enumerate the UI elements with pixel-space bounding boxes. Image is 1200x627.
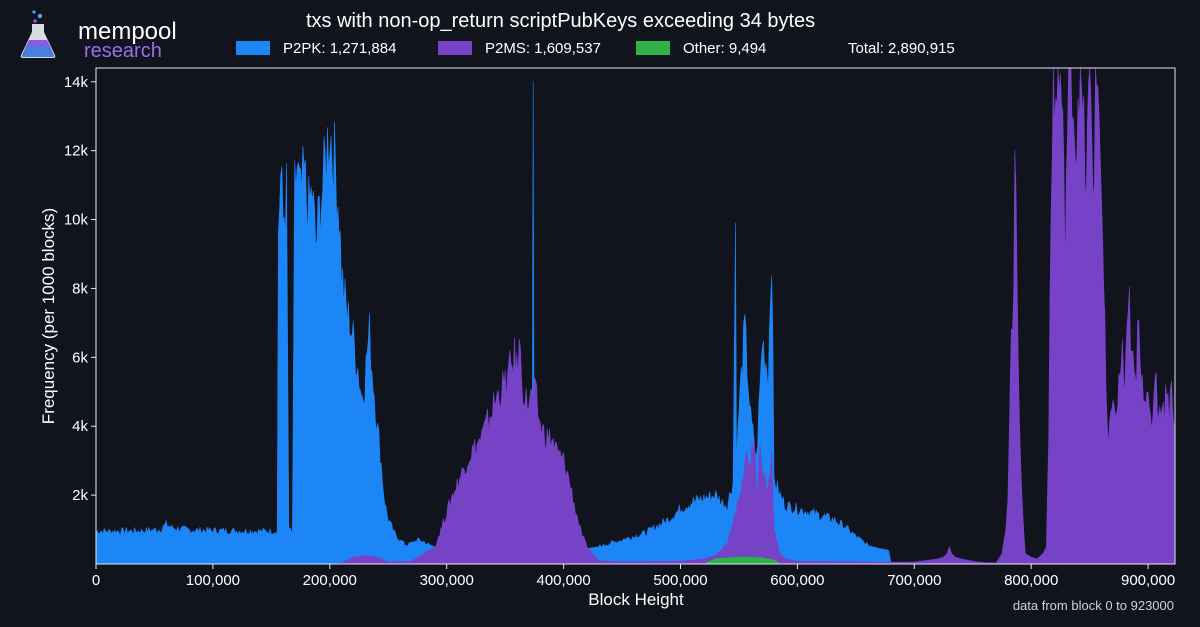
legend-swatch-p2pk [236, 41, 270, 55]
legend-label-p2pk: P2PK: 1,271,884 [283, 40, 397, 57]
x-tick-label: 600,000 [770, 572, 824, 589]
legend-swatch-p2ms [438, 41, 472, 55]
brand-name: mempool [78, 18, 177, 45]
x-tick-label: 500,000 [653, 572, 707, 589]
y-tick-label: 4k [72, 418, 88, 435]
y-tick-label: 8k [72, 280, 88, 297]
x-tick-label: 400,000 [536, 572, 590, 589]
legend-swatch-other [636, 41, 670, 55]
y-tick-label: 14k [64, 74, 89, 91]
x-tick-label: 300,000 [420, 572, 474, 589]
brand-subtitle: research [84, 40, 162, 62]
legend-total: Total: 2,890,915 [848, 40, 955, 57]
x-axis-label: Block Height [588, 590, 684, 609]
legend-label-p2ms: P2MS: 1,609,537 [485, 40, 601, 57]
data-range-note: data from block 0 to 923000 [1012, 598, 1174, 613]
x-tick-label: 900,000 [1121, 572, 1175, 589]
x-tick-label: 0 [92, 572, 100, 589]
x-axis: 0 100,000 200,000 300,000 400,000 500,000 600,… [92, 564, 1175, 589]
plot-frame [95, 67, 1176, 565]
y-axis-label: Frequency (per 1000 blocks) [39, 208, 58, 424]
legend-label-other: Other: 9,494 [683, 40, 767, 57]
flask-icon [20, 10, 56, 58]
y-tick-label: 10k [64, 212, 89, 229]
chart-title: txs with non-op_return scriptPubKeys exc… [306, 10, 816, 32]
y-axis: 2k 4k 6k 8k 10k 12k 14k [64, 74, 96, 504]
y-tick-label: 12k [64, 143, 89, 160]
chart-legend: P2PK: 1,271,884 P2MS: 1,609,537 Other: 9… [0, 38, 1200, 60]
series-area-p2ms [96, 67, 1176, 565]
x-tick-label: 200,000 [303, 572, 357, 589]
y-tick-label: 2k [72, 487, 88, 504]
brand-logo: mempool research [18, 6, 208, 62]
x-tick-label: 700,000 [887, 572, 941, 589]
y-tick-label: 6k [72, 349, 88, 366]
x-tick-label: 100,000 [186, 572, 240, 589]
x-tick-label: 800,000 [1004, 572, 1058, 589]
series-layer [95, 67, 1176, 565]
